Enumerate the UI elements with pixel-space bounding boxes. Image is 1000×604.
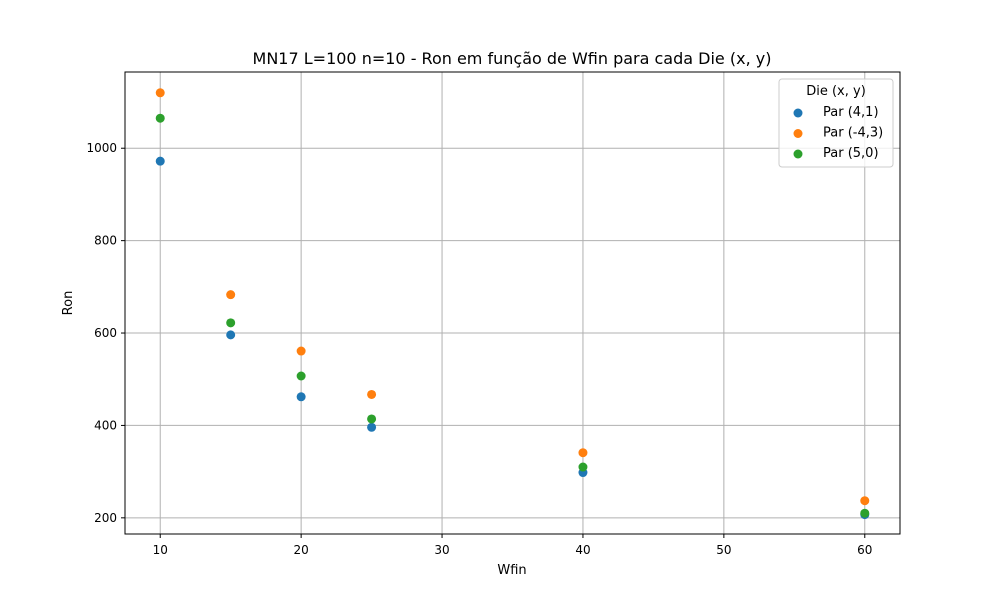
data-point — [578, 462, 588, 472]
y-tick-label: 1000 — [86, 141, 117, 155]
data-point — [226, 318, 236, 328]
x-tick-label: 50 — [716, 543, 731, 557]
y-tick-label: 600 — [94, 326, 117, 340]
axis-ticks: 10 20 30 40 50 60 200 400 600 800 1000 — [86, 141, 872, 557]
data-point — [578, 448, 588, 458]
y-tick-label: 400 — [94, 418, 117, 432]
legend-marker — [793, 108, 803, 118]
data-points — [155, 88, 870, 520]
legend-items: Par (4,1) Par (-4,3) Par (5,0) — [793, 105, 883, 161]
legend-label: Par (-4,3) — [823, 126, 883, 141]
plot-frame — [124, 71, 901, 535]
data-point — [296, 371, 306, 381]
data-point — [367, 389, 377, 399]
data-point — [155, 88, 165, 98]
legend-marker — [793, 149, 803, 159]
data-point — [367, 414, 377, 424]
x-tick-label: 60 — [857, 543, 872, 557]
y-tick-label: 800 — [94, 234, 117, 248]
data-point — [367, 422, 377, 432]
x-tick-label: 30 — [434, 543, 449, 557]
chart-title: MN17 L=100 n=10 - Ron em função de Wfin … — [253, 49, 772, 68]
x-tick-label: 40 — [575, 543, 590, 557]
data-point — [860, 496, 870, 506]
legend-label: Par (4,1) — [823, 105, 879, 120]
legend-label: Par (5,0) — [823, 146, 879, 161]
data-point — [226, 330, 236, 340]
legend-marker — [793, 129, 803, 138]
data-point — [155, 156, 165, 166]
legend-title: Die (x, y) — [806, 84, 866, 99]
x-axis-label: Wfin — [497, 563, 526, 578]
data-point — [155, 113, 165, 123]
data-point — [226, 290, 236, 300]
data-point — [860, 508, 870, 518]
x-tick-label: 20 — [293, 543, 308, 557]
legend: Die (x, y) Par (4,1) Par (-4,3) Par (5,0) — [778, 78, 894, 168]
data-point — [296, 392, 306, 402]
grid-lines — [125, 72, 900, 534]
x-tick-label: 10 — [153, 543, 168, 557]
data-point — [296, 346, 306, 356]
y-axis-label: Ron — [61, 291, 76, 316]
y-tick-label: 200 — [94, 511, 117, 525]
legend-box — [778, 78, 894, 168]
